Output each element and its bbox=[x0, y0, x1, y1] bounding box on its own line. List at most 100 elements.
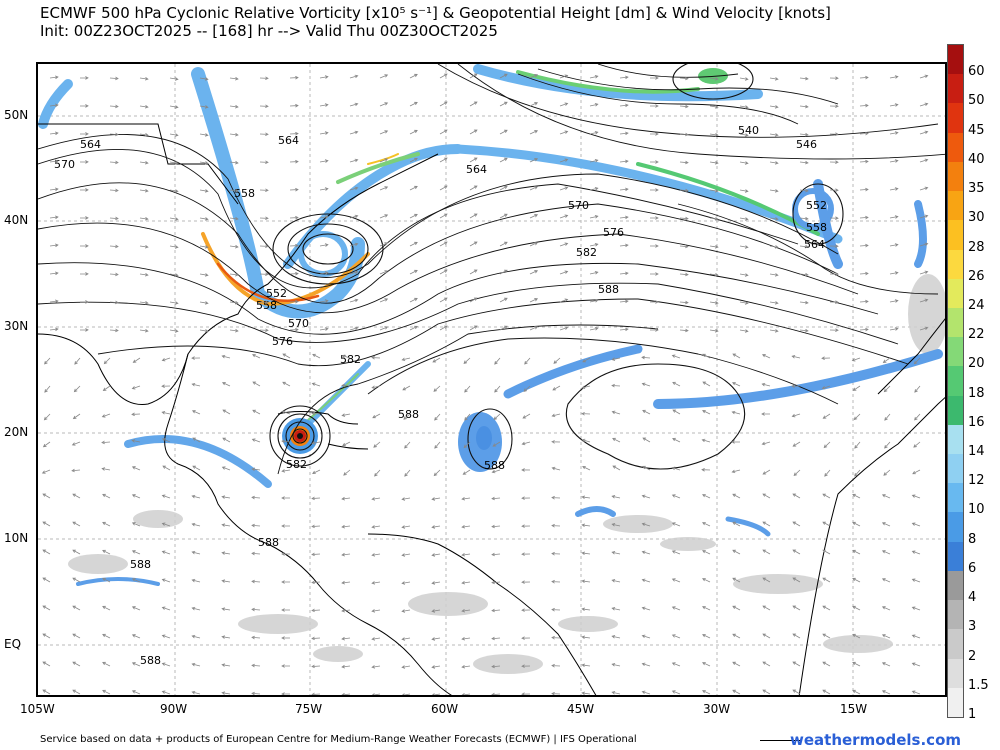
wind-arrow bbox=[469, 157, 478, 163]
wind-arrow bbox=[762, 521, 771, 527]
wind-arrow bbox=[619, 131, 629, 136]
wind-arrow bbox=[523, 385, 531, 392]
wind-arrow bbox=[793, 469, 801, 477]
wind-arrow bbox=[919, 130, 929, 135]
contour-label: 564 bbox=[278, 134, 299, 147]
wind-arrow bbox=[102, 521, 111, 527]
wind-arrow bbox=[191, 356, 201, 360]
wind-arrow bbox=[649, 300, 659, 304]
wind-arrow bbox=[401, 497, 411, 501]
wind-arrow bbox=[739, 77, 749, 81]
wind-arrow bbox=[49, 243, 59, 248]
wind-arrow bbox=[761, 441, 771, 446]
wind-arrow bbox=[799, 132, 809, 137]
wind-arrow bbox=[919, 298, 929, 303]
wind-arrow bbox=[709, 245, 719, 249]
wind-arrow bbox=[679, 104, 689, 109]
wind-arrow bbox=[853, 413, 861, 421]
wind-arrow bbox=[469, 185, 478, 191]
wind-arrow bbox=[439, 101, 448, 107]
wind-arrow bbox=[641, 606, 651, 611]
wind-arrow bbox=[829, 188, 839, 192]
wind-arrow bbox=[919, 326, 929, 331]
wind-arrow bbox=[371, 693, 381, 695]
data-credit: Service based on data + products of Euro… bbox=[40, 734, 637, 745]
wind-arrow bbox=[161, 411, 171, 415]
wind-arrow bbox=[401, 525, 411, 529]
wind-arrow bbox=[311, 382, 321, 387]
wind-arrow bbox=[229, 104, 239, 109]
wind-arrow bbox=[169, 301, 179, 305]
wind-arrow bbox=[852, 605, 861, 611]
wind-arrow bbox=[491, 692, 501, 695]
contour-label: 588 bbox=[484, 459, 505, 472]
wind-arrow bbox=[732, 353, 741, 359]
wind-arrow bbox=[491, 469, 501, 474]
wind-arrow bbox=[491, 580, 501, 585]
wind-arrow bbox=[731, 469, 741, 474]
wind-arrow bbox=[72, 549, 81, 555]
wind-arrow bbox=[769, 245, 779, 249]
wind-arrow bbox=[42, 493, 51, 499]
wind-arrow bbox=[642, 409, 651, 415]
wind-arrow bbox=[409, 297, 418, 303]
wind-arrow bbox=[761, 412, 771, 416]
wind-arrow bbox=[439, 213, 448, 219]
contour-label: 546 bbox=[796, 138, 817, 151]
wind-arrow bbox=[881, 634, 891, 639]
wind-arrow bbox=[824, 469, 831, 477]
wind-arrow bbox=[739, 133, 749, 137]
contour-label: 570 bbox=[568, 199, 589, 212]
wind-arrow bbox=[289, 103, 299, 108]
wind-arrow bbox=[911, 690, 921, 695]
wind-arrow bbox=[109, 76, 119, 81]
wind-arrow bbox=[581, 635, 591, 640]
wind-arrow bbox=[311, 692, 321, 695]
wind-arrow bbox=[701, 438, 711, 443]
wind-arrow bbox=[649, 216, 659, 220]
contour-label: 582 bbox=[286, 458, 307, 471]
wind-arrow bbox=[581, 495, 591, 500]
wind-arrow bbox=[732, 633, 741, 639]
wind-arrow bbox=[169, 273, 179, 277]
wind-arrow bbox=[404, 441, 411, 449]
wind-arrow bbox=[161, 357, 171, 362]
lon-label-75w: 75W bbox=[295, 702, 323, 716]
wind-arrow bbox=[822, 549, 831, 555]
wind-arrow bbox=[379, 74, 389, 79]
wind-arrow bbox=[702, 605, 711, 611]
wind-arrow bbox=[761, 382, 771, 387]
wind-arrow bbox=[799, 244, 809, 249]
wind-arrow bbox=[679, 244, 689, 249]
wind-arrow bbox=[859, 159, 869, 164]
wind-arrow bbox=[619, 75, 629, 80]
wind-arrow bbox=[251, 663, 261, 668]
wind-arrow bbox=[829, 300, 839, 304]
wind-arrow bbox=[169, 245, 179, 249]
wind-arrow bbox=[311, 441, 321, 445]
wind-arrow bbox=[404, 469, 411, 477]
wind-arrow bbox=[709, 133, 719, 137]
wind-arrow bbox=[79, 244, 89, 248]
wind-arrow bbox=[739, 161, 749, 165]
wind-arrow bbox=[611, 495, 621, 499]
contour-label: 576 bbox=[272, 335, 293, 348]
brand-link[interactable]: weathermodels.com bbox=[790, 731, 962, 749]
wind-arrow bbox=[739, 189, 749, 193]
wind-arrow bbox=[702, 521, 711, 527]
wind-arrow bbox=[829, 76, 839, 80]
wind-arrow bbox=[732, 661, 741, 667]
wind-arrow bbox=[679, 160, 689, 165]
wind-arrow bbox=[889, 159, 899, 163]
wind-arrow bbox=[72, 493, 81, 499]
wind-arrow bbox=[671, 466, 681, 471]
wind-arrow bbox=[371, 525, 381, 529]
wind-arrow bbox=[409, 73, 418, 79]
wind-arrow bbox=[619, 327, 629, 332]
wind-arrow bbox=[49, 327, 59, 332]
wind-arrow bbox=[401, 693, 411, 695]
wind-arrow bbox=[341, 692, 351, 695]
wind-arrow bbox=[42, 689, 51, 695]
wind-arrow bbox=[72, 661, 81, 667]
forecast-map: 564 570 564 558 564 552 558 570 576 582 … bbox=[36, 62, 947, 697]
